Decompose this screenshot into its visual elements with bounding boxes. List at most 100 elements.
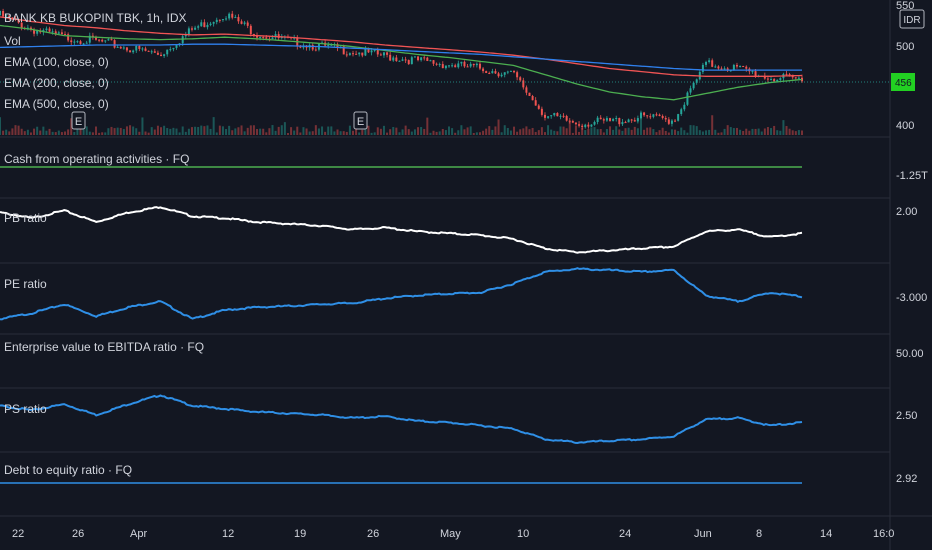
candle-body <box>553 113 556 116</box>
volume-bar <box>215 132 218 135</box>
volume-bar <box>70 118 73 135</box>
volume-bar <box>237 127 240 135</box>
candle-body <box>51 31 54 33</box>
volume-bar <box>60 132 63 135</box>
volume-bar <box>206 125 209 135</box>
volume-bar <box>107 128 110 135</box>
volume-bar <box>91 132 94 135</box>
volume-legend[interactable]: Vol <box>4 34 21 48</box>
volume-bar <box>652 129 655 135</box>
volume-bar <box>729 127 732 135</box>
candle-body <box>711 60 714 67</box>
candle-body <box>525 87 528 93</box>
candle-body <box>522 80 525 88</box>
candle-body <box>194 27 197 30</box>
volume-bar <box>593 127 596 135</box>
candle-body <box>503 72 506 75</box>
volume-bar <box>324 131 327 135</box>
volume-bar <box>602 132 605 135</box>
candle-body <box>469 63 472 67</box>
candle-body <box>135 45 138 51</box>
volume-bar <box>246 127 249 135</box>
volume-bar <box>417 127 420 135</box>
volume-bar <box>615 126 618 135</box>
price-candles <box>0 8 803 130</box>
candle-body <box>766 78 769 80</box>
earnings-marker-2[interactable]: E <box>353 111 368 130</box>
volume-bar <box>290 127 293 135</box>
volume-bar <box>190 127 193 135</box>
volume-bar <box>423 128 426 135</box>
volume-bar <box>358 132 361 135</box>
volume-bar <box>367 125 370 135</box>
volume-bar <box>98 132 101 135</box>
time-tick-26: 26 <box>72 528 84 540</box>
candle-body <box>79 41 82 44</box>
volume-bar <box>138 131 141 135</box>
ema-line-2 <box>0 16 803 77</box>
volume-bar <box>404 125 407 135</box>
ema-line-1 <box>0 24 803 101</box>
candle-body <box>773 79 776 82</box>
volume-bar <box>516 131 519 135</box>
ema100-legend[interactable]: EMA (100, close, 0) <box>4 55 109 69</box>
volume-bar <box>141 117 144 135</box>
volume-bar <box>178 132 181 135</box>
volume-bar <box>760 131 763 135</box>
candle-body <box>215 19 218 23</box>
currency-badge[interactable] <box>899 9 925 29</box>
volume-bar <box>562 126 565 135</box>
volume-bar <box>76 128 79 135</box>
volume-bar <box>370 132 373 135</box>
price-axis[interactable]: 550 500 400 IDR 456 -1.25T 2.00 -3.000 5… <box>891 0 928 485</box>
pane-label-ev-ebitda[interactable]: Enterprise value to EBITDA ratio · FQ <box>4 340 204 354</box>
pane-label-cash[interactable]: Cash from operating activities · FQ <box>4 152 189 166</box>
earnings-marker-1[interactable]: E <box>71 111 86 130</box>
candle-body <box>398 60 401 62</box>
volume-bar <box>401 129 404 135</box>
pane-label-pe[interactable]: PE ratio <box>4 277 47 291</box>
ema500-legend[interactable]: EMA (500, close, 0) <box>4 97 109 111</box>
pane-label-ps[interactable]: PS ratio <box>4 402 47 416</box>
volume-bar <box>556 131 559 135</box>
ema200-legend[interactable]: EMA (200, close, 0) <box>4 76 109 90</box>
volume-bar <box>528 129 531 135</box>
volume-bar <box>175 128 178 135</box>
candle-body <box>181 36 184 44</box>
candle-body <box>33 29 36 34</box>
volume-bar <box>256 128 259 135</box>
candle-body <box>197 26 200 28</box>
candle-body <box>373 49 376 51</box>
candle-body <box>488 72 491 74</box>
candle-body <box>599 117 602 120</box>
candle-body <box>2 10 5 17</box>
volume-bar <box>392 127 395 135</box>
volume-bar <box>664 130 667 135</box>
time-axis[interactable]: 22 26 Apr 12 19 26 May 10 24 Jun 8 14 16… <box>12 528 894 540</box>
volume-bar <box>45 130 48 135</box>
volume-bar <box>364 129 367 135</box>
candle-body <box>735 64 738 67</box>
volume-bar <box>181 126 184 135</box>
candle-body <box>751 71 754 73</box>
volume-bar <box>420 127 423 135</box>
candle-body <box>94 37 97 40</box>
volume-bar <box>531 127 534 135</box>
candle-body <box>225 18 228 20</box>
candle-body <box>252 34 255 36</box>
time-tick-22: 22 <box>12 528 24 540</box>
volume-bar <box>218 125 221 135</box>
pane-label-de[interactable]: Debt to equity ratio · FQ <box>4 463 132 477</box>
candle-body <box>543 114 546 118</box>
candle-body <box>475 63 478 66</box>
chart-title[interactable]: BANK KB BUKOPIN TBK, 1h, IDX <box>4 11 187 25</box>
candle-body <box>0 10 1 16</box>
candle-body <box>228 13 231 19</box>
candle-body <box>692 82 695 89</box>
volume-bar <box>280 125 283 135</box>
volume-bar <box>680 127 683 135</box>
candle-body <box>88 35 91 43</box>
volume-bar <box>522 128 525 135</box>
pane-label-pb[interactable]: PB ratio <box>4 211 47 225</box>
